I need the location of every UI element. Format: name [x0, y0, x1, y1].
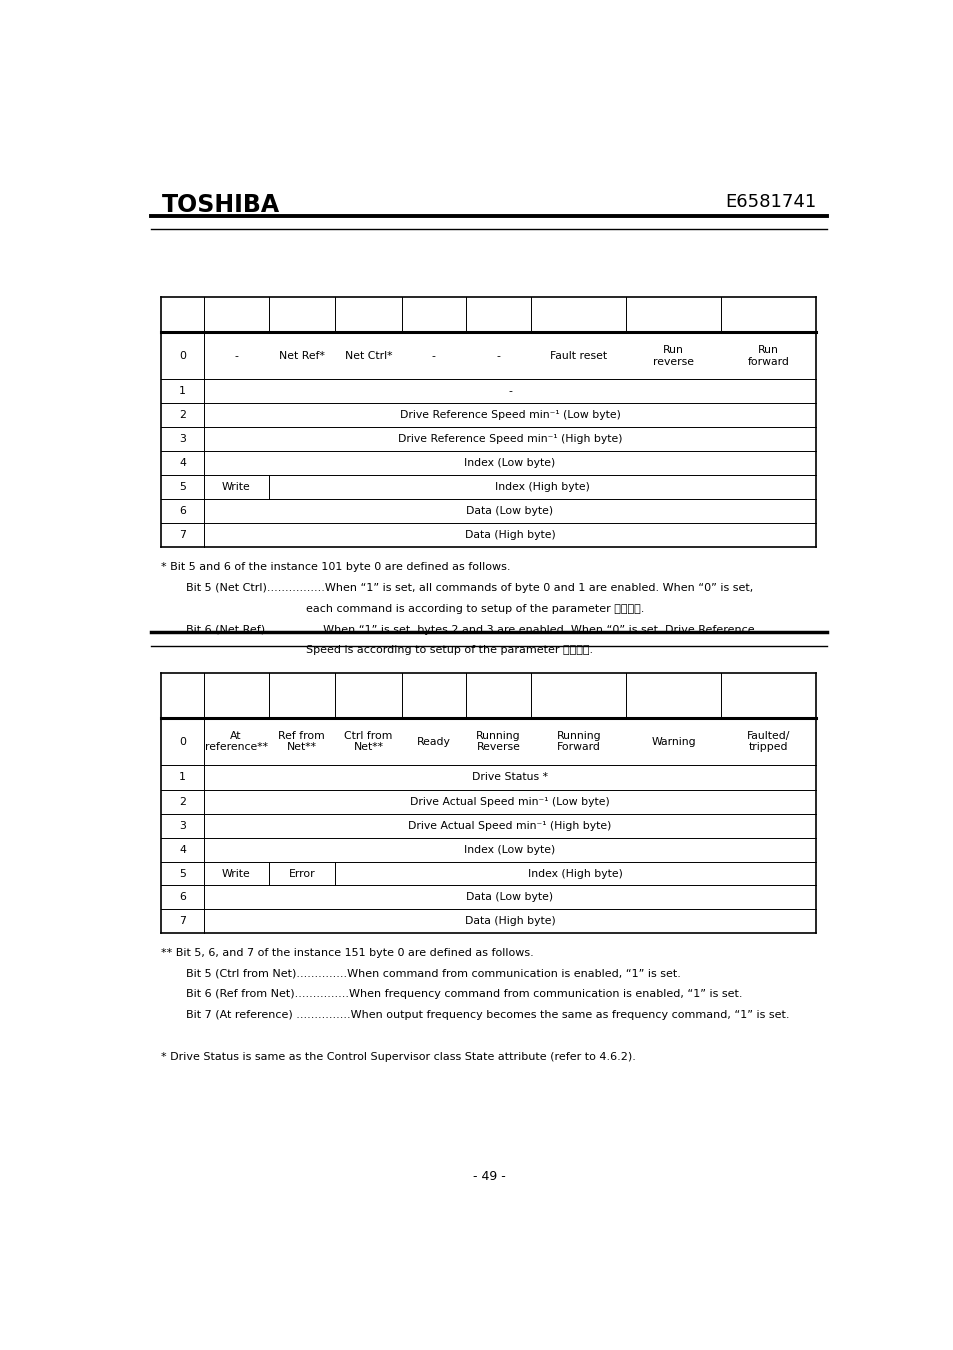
Text: Bit 6 (Ref from Net)...............When frequency command from communication is : Bit 6 (Ref from Net)...............When … [186, 990, 741, 999]
Text: 6: 6 [179, 892, 186, 902]
Text: Fault reset: Fault reset [550, 351, 607, 360]
Text: Running
Forward: Running Forward [556, 730, 600, 752]
Text: Data (Low byte): Data (Low byte) [466, 892, 553, 902]
Text: Index (High byte): Index (High byte) [528, 868, 622, 879]
Text: Data (High byte): Data (High byte) [464, 529, 555, 540]
Text: 5: 5 [179, 482, 186, 491]
Text: Run
reverse: Run reverse [653, 346, 694, 367]
Text: Warning: Warning [651, 737, 696, 747]
Text: Bit 6 (Net Ref)................When “1” is set, bytes 2 and 3 are enabled. When : Bit 6 (Net Ref)................When “1” … [186, 625, 754, 634]
Text: Drive Reference Speed min⁻¹ (High byte): Drive Reference Speed min⁻¹ (High byte) [397, 435, 621, 444]
Text: 4: 4 [179, 845, 186, 855]
Text: Bit 5 (Net Ctrl)................When “1” is set, all commands of byte 0 and 1 ar: Bit 5 (Net Ctrl)................When “1”… [186, 583, 752, 593]
Text: 3: 3 [179, 821, 186, 830]
Text: Write: Write [221, 482, 251, 491]
Text: -: - [432, 351, 436, 360]
Text: Data (High byte): Data (High byte) [464, 917, 555, 926]
Text: Net Ref*: Net Ref* [278, 351, 324, 360]
Text: 3: 3 [179, 435, 186, 444]
Text: E6581741: E6581741 [724, 193, 816, 211]
Text: - 49 -: - 49 - [472, 1170, 505, 1183]
Text: Running
Reverse: Running Reverse [476, 730, 520, 752]
Text: Data (Low byte): Data (Low byte) [466, 506, 553, 516]
Text: Index (Low byte): Index (Low byte) [464, 458, 555, 468]
Text: Bit 5 (Ctrl from Net)..............When command from communication is enabled, “: Bit 5 (Ctrl from Net)..............When … [186, 969, 679, 979]
Text: 4: 4 [179, 458, 186, 468]
Text: 7: 7 [179, 917, 186, 926]
Text: 7: 7 [179, 529, 186, 540]
Text: Drive Reference Speed min⁻¹ (Low byte): Drive Reference Speed min⁻¹ (Low byte) [399, 410, 619, 420]
Text: 2: 2 [179, 410, 186, 420]
Text: Error: Error [288, 868, 314, 879]
Text: * Drive Status is same as the Control Supervisor class State attribute (refer to: * Drive Status is same as the Control Su… [161, 1052, 636, 1062]
Text: each command is according to setup of the parameter ＣＮｏｄ.: each command is according to setup of th… [305, 603, 643, 614]
Text: At
reference**: At reference** [204, 730, 267, 752]
Text: Net Ctrl*: Net Ctrl* [344, 351, 392, 360]
Text: TOSHIBA: TOSHIBA [161, 193, 279, 217]
Text: -: - [233, 351, 237, 360]
Text: -: - [508, 386, 512, 396]
Text: * Bit 5 and 6 of the instance 101 byte 0 are defined as follows.: * Bit 5 and 6 of the instance 101 byte 0… [161, 562, 511, 572]
Text: Ready: Ready [416, 737, 451, 747]
Text: -: - [497, 351, 500, 360]
Text: Write: Write [221, 868, 251, 879]
Text: Run
forward: Run forward [747, 346, 789, 367]
Text: Faulted/
tripped: Faulted/ tripped [746, 730, 790, 752]
Text: ** Bit 5, 6, and 7 of the instance 151 byte 0 are defined as follows.: ** Bit 5, 6, and 7 of the instance 151 b… [161, 948, 534, 958]
Text: Drive Status *: Drive Status * [472, 772, 547, 783]
Text: 6: 6 [179, 506, 186, 516]
Text: 2: 2 [179, 796, 186, 807]
Text: Index (High byte): Index (High byte) [495, 482, 589, 491]
Text: 5: 5 [179, 868, 186, 879]
Text: Index (Low byte): Index (Low byte) [464, 845, 555, 855]
Text: 0: 0 [179, 737, 186, 747]
Text: 1: 1 [179, 772, 186, 783]
Text: 0: 0 [179, 351, 186, 360]
Text: Ref from
Net**: Ref from Net** [278, 730, 325, 752]
Text: 1: 1 [179, 386, 186, 396]
Text: Drive Actual Speed min⁻¹ (High byte): Drive Actual Speed min⁻¹ (High byte) [408, 821, 611, 830]
Text: Ctrl from
Net**: Ctrl from Net** [344, 730, 393, 752]
Text: Speed is according to setup of the parameter ＦＮｏｄ.: Speed is according to setup of the param… [305, 645, 592, 655]
Text: Bit 7 (At reference) ...............When output frequency becomes the same as fr: Bit 7 (At reference) ...............When… [186, 1010, 788, 1021]
Text: Drive Actual Speed min⁻¹ (Low byte): Drive Actual Speed min⁻¹ (Low byte) [410, 796, 609, 807]
